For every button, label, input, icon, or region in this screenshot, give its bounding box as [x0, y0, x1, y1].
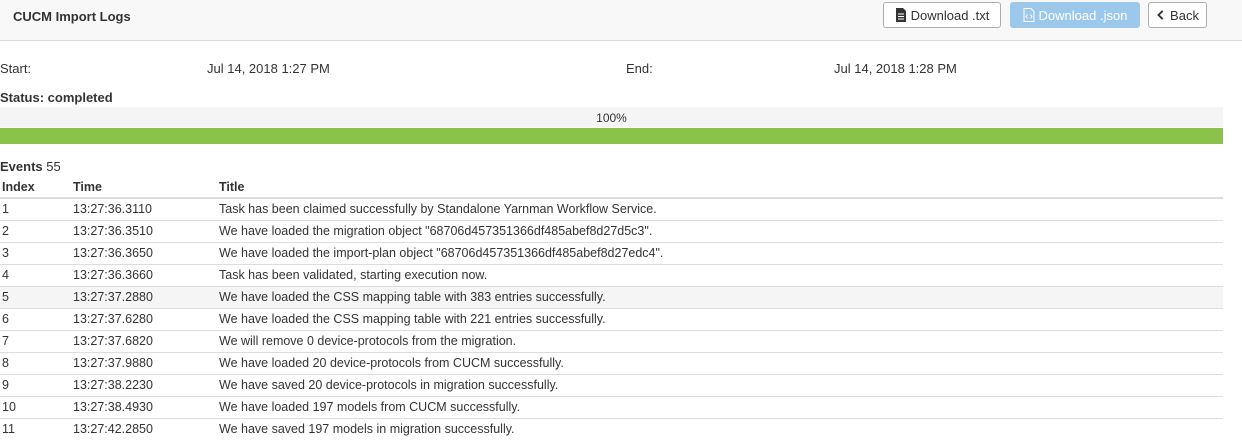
- row-index: 4: [0, 263, 71, 286]
- column-header-title: Title: [217, 176, 1223, 199]
- table-row: 5 13:27:37.2880 We have loaded the CSS map…: [0, 285, 1223, 308]
- row-time: 13:27:36.3510: [71, 219, 217, 242]
- row-index: 10: [0, 395, 71, 418]
- download-json-button[interactable]: Download .json: [1010, 2, 1140, 28]
- table-row: 6 13:27:37.6280 We have loaded the CSS map…: [0, 307, 1223, 330]
- row-title: We have loaded 197 models from CUCM succ…: [217, 395, 1223, 418]
- table-row: 3 13:27:36.3650 We have loaded the import-…: [0, 241, 1223, 264]
- page-header: CUCM Import Logs Download .txt Download …: [0, 0, 1242, 41]
- back-button[interactable]: Back: [1148, 2, 1207, 28]
- row-title: Task has been claimed successfully by St…: [217, 197, 1223, 220]
- row-time: 13:27:36.3650: [71, 241, 217, 264]
- row-index: 7: [0, 329, 71, 352]
- row-time: 13:27:37.6820: [71, 329, 217, 352]
- row-time: 13:27:37.2880: [71, 285, 217, 308]
- row-title: We have saved 20 device-protocols in mig…: [217, 373, 1223, 396]
- row-index: 11: [0, 417, 71, 440]
- progress-bar-fill: [0, 128, 1223, 144]
- page-title: CUCM Import Logs: [13, 9, 131, 24]
- progress-bar: [0, 128, 1223, 144]
- table-body: 1 13:27:36.3110 Task has been claimed succ…: [0, 197, 1223, 440]
- table-row: 8 13:27:37.9880 We have loaded 20 device-p…: [0, 351, 1223, 374]
- row-time: 13:27:36.3110: [71, 197, 217, 220]
- row-time: 13:27:36.3660: [71, 263, 217, 286]
- row-time: 13:27:37.6280: [71, 307, 217, 330]
- table-header-row: Index Time Title: [0, 176, 1223, 199]
- row-index: 1: [0, 197, 71, 220]
- row-index: 5: [0, 285, 71, 308]
- row-title: Task has been validated, starting execut…: [217, 263, 1223, 286]
- table-row: 4 13:27:36.3660 Task has been validated, s…: [0, 263, 1223, 286]
- file-text-icon: [895, 8, 906, 22]
- row-index: 8: [0, 351, 71, 374]
- status-text: Status: completed: [0, 90, 113, 105]
- row-time: 13:27:38.4930: [71, 395, 217, 418]
- row-title: We have loaded the CSS mapping table wit…: [217, 285, 1223, 308]
- back-label: Back: [1170, 7, 1199, 23]
- table-row: 7 13:27:37.6820 We will remove 0 device-pr…: [0, 329, 1223, 352]
- table-row: 1 13:27:36.3110 Task has been claimed succ…: [0, 197, 1223, 220]
- row-index: 6: [0, 307, 71, 330]
- column-header-time: Time: [71, 176, 217, 199]
- events-count: 55: [46, 159, 61, 174]
- row-title: We will remove 0 device-protocols from t…: [217, 329, 1223, 352]
- end-label: End:: [626, 61, 653, 76]
- download-txt-label: Download .txt: [910, 7, 990, 23]
- row-title: We have saved 197 models in migration su…: [217, 417, 1223, 440]
- row-title: We have loaded the migration object "687…: [217, 219, 1223, 242]
- table-row: 11 13:27:42.2850 We have saved 197 models …: [0, 417, 1223, 440]
- progress-label-row: [0, 107, 1223, 127]
- table-row: 9 13:27:38.2230 We have saved 20 device-pr…: [0, 373, 1223, 396]
- download-json-label: Download .json: [1038, 7, 1128, 23]
- row-index: 9: [0, 373, 71, 396]
- progress-percent-label: 100%: [596, 111, 627, 125]
- row-index: 2: [0, 219, 71, 242]
- column-header-index: Index: [0, 176, 71, 199]
- row-title: We have loaded 20 device-protocols from …: [217, 351, 1223, 374]
- row-time: 13:27:38.2230: [71, 373, 217, 396]
- events-label: Events: [0, 159, 43, 174]
- row-index: 3: [0, 241, 71, 264]
- events-summary: Events 55: [0, 159, 61, 174]
- row-title: We have loaded the import-plan object "6…: [217, 241, 1223, 264]
- row-time: 13:27:42.2850: [71, 417, 217, 440]
- row-time: 13:27:37.9880: [71, 351, 217, 374]
- file-code-icon: [1023, 8, 1035, 22]
- table-row: 10 13:27:38.4930 We have loaded 197 models…: [0, 395, 1223, 418]
- events-table: Index Time Title 1 13:27:36.3110 Task has …: [0, 176, 1223, 440]
- row-title: We have loaded the CSS mapping table wit…: [217, 307, 1223, 330]
- start-label: Start:: [0, 61, 32, 76]
- end-value: Jul 14, 2018 1:28 PM: [834, 61, 957, 76]
- table-row: 2 13:27:36.3510 We have loaded the migrati…: [0, 219, 1223, 242]
- start-value: Jul 14, 2018 1:27 PM: [207, 61, 330, 76]
- download-txt-button[interactable]: Download .txt: [883, 2, 1001, 28]
- chevron-left-icon: [1157, 10, 1164, 20]
